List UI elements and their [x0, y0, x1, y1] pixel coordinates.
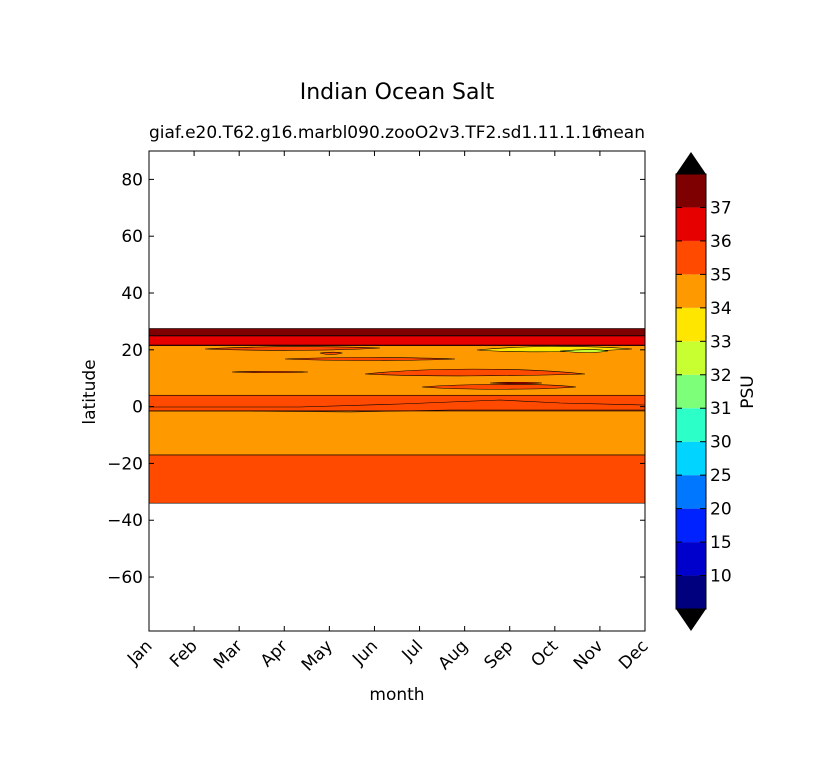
- colorbar-tick-label: 30: [710, 433, 732, 453]
- y-tick-label: −40: [107, 511, 143, 531]
- colorbar-tick-label: 36: [710, 232, 732, 252]
- x-tick-label: Mar: [210, 636, 247, 673]
- contour-region: [204, 346, 381, 351]
- x-tick-label: Apr: [257, 636, 292, 671]
- chart-subtitle-left: giaf.e20.T62.g16.marbl090.zooO2v3.TF2.sd…: [149, 123, 603, 143]
- colorbar-segment: [676, 274, 706, 308]
- colorbar-segment: [676, 441, 706, 476]
- x-tick-label: May: [298, 636, 337, 675]
- colorbar-segment: [676, 575, 706, 609]
- colorbar-segment: [676, 174, 706, 208]
- x-tick-label: Jul: [398, 636, 427, 665]
- y-tick-label: −60: [107, 568, 143, 588]
- colorbar-tick-label: 31: [710, 399, 732, 419]
- colorbar-segment: [676, 475, 706, 509]
- colorbar-segment: [676, 542, 706, 576]
- contour-region: [319, 351, 344, 355]
- colorbar-extend-top: [676, 152, 706, 174]
- contour-region: [284, 357, 456, 361]
- contour-band: [149, 335, 645, 346]
- y-tick-label: −20: [107, 454, 143, 474]
- x-tick-label: Dec: [615, 636, 652, 673]
- contour-band: [149, 454, 645, 504]
- y-tick-label: 20: [121, 341, 143, 361]
- contour-region: [149, 409, 645, 413]
- chart-subtitle-right: mean: [597, 123, 645, 143]
- colorbar-tick-label: 10: [710, 567, 732, 587]
- x-tick-label: Aug: [435, 636, 473, 674]
- y-tick-label: 80: [121, 170, 143, 190]
- colorbar-segment: [676, 341, 706, 375]
- contour-region: [421, 384, 577, 390]
- colorbar-tick-label: 33: [710, 332, 732, 352]
- plot-area: 80 60 40 20 0 −20 −40 −60 Jan Feb Mar Apr May Jun Jul…: [107, 150, 653, 675]
- colorbar-extend-bottom: [676, 609, 706, 631]
- colorbar-segment: [676, 207, 706, 241]
- colorbar-segment: [676, 307, 706, 342]
- colorbar-tick-label: 37: [710, 198, 732, 218]
- y-tick-label: 40: [121, 284, 143, 304]
- colorbar-segment: [676, 508, 706, 543]
- contour-details: [149, 335, 645, 413]
- plot-frame: [148, 150, 646, 632]
- x-tick-label: Sep: [480, 636, 517, 673]
- colorbar-tick-label: 34: [710, 299, 732, 319]
- colorbar-tick-label: 20: [710, 500, 732, 520]
- x-axis-label: month: [369, 685, 424, 705]
- x-tick-label: Oct: [527, 636, 562, 671]
- colorbar-segment: [676, 374, 706, 409]
- contour-region: [149, 399, 645, 408]
- contour-region: [231, 370, 309, 374]
- colorbar: 10 15 20 25 30 31 32 33 34 35 36 37: [675, 152, 732, 631]
- x-tick-label: Feb: [166, 636, 201, 671]
- contour-band: [149, 345, 645, 396]
- y-axis-label: latitude: [80, 359, 100, 424]
- chart-title: Indian Ocean Salt: [300, 80, 495, 105]
- y-axis: 80 60 40 20 0 −20 −40 −60: [107, 170, 645, 588]
- x-tick-label: Nov: [570, 636, 608, 674]
- colorbar-frame: [675, 173, 707, 610]
- contour-region: [489, 381, 543, 385]
- contour-fill: [149, 328, 645, 504]
- colorbar-tick-label: 15: [710, 533, 732, 553]
- contour-region: [364, 368, 586, 377]
- colorbar-segment: [676, 240, 706, 275]
- y-tick-label: 0: [132, 398, 143, 418]
- y-tick-label: 60: [121, 227, 143, 247]
- colorbar-tick-label: 35: [710, 265, 732, 285]
- contour-region: [559, 349, 609, 353]
- colorbar-segment: [676, 408, 706, 442]
- colorbar-tick-label: 25: [710, 466, 732, 486]
- x-tick-label: Jun: [348, 636, 382, 670]
- colorbar-label: PSU: [738, 375, 758, 409]
- contour-band: [149, 410, 645, 456]
- colorbar-tick-label: 32: [710, 366, 732, 386]
- x-tick-label: Jan: [123, 636, 156, 669]
- contour-band: [149, 328, 645, 336]
